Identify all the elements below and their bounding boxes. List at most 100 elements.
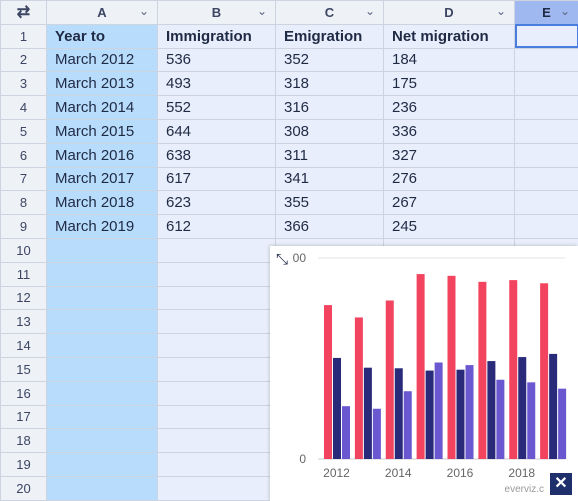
cell-a13[interactable] (46, 309, 158, 335)
cell-b3[interactable]: 493 (157, 71, 276, 97)
cell-a7[interactable]: March 2017 (46, 166, 158, 192)
cell-c1[interactable]: Emigration (275, 23, 384, 49)
cell-d5[interactable]: 336 (383, 118, 515, 144)
row-number[interactable]: 20 (0, 475, 47, 501)
row-number[interactable]: 4 (0, 95, 47, 120)
cell-a12[interactable] (46, 285, 158, 311)
row-number[interactable]: 6 (0, 142, 47, 168)
chevron-down-icon[interactable]: ⌄ (495, 4, 506, 18)
cell-a10[interactable] (46, 237, 158, 263)
cell-b8[interactable]: 623 (157, 190, 276, 216)
row-number[interactable]: 7 (0, 166, 47, 192)
cell-a8[interactable]: March 2018 (46, 190, 158, 216)
cell-d7[interactable]: 276 (383, 166, 515, 192)
cell-e7[interactable] (514, 166, 578, 192)
cell-b5[interactable]: 644 (157, 118, 276, 144)
cell-c3[interactable]: 318 (275, 71, 384, 97)
cell-e8[interactable] (514, 190, 578, 216)
cell-b2[interactable]: 536 (157, 47, 276, 73)
cell-b11[interactable] (157, 261, 276, 287)
cell-a20[interactable] (46, 475, 158, 501)
cell-b10[interactable] (157, 237, 276, 263)
cell-b12[interactable] (157, 285, 276, 311)
cell-a9[interactable]: March 2019 (46, 214, 158, 239)
cell-c7[interactable]: 341 (275, 166, 384, 192)
cell-a15[interactable] (46, 356, 158, 382)
row-number[interactable]: 2 (0, 47, 47, 73)
cell-e3[interactable] (514, 71, 578, 97)
cell-e5[interactable] (514, 118, 578, 144)
cell-c9[interactable]: 366 (275, 214, 384, 239)
cell-e2[interactable] (514, 47, 578, 73)
chart-panel[interactable]: 0 00 2012 2014 2016 2018 ⤡ everviz.c ✕ (270, 246, 578, 501)
row-number[interactable]: 17 (0, 404, 47, 430)
column-header-c[interactable]: C ⌄ (275, 0, 384, 25)
row-number[interactable]: 1 (0, 23, 47, 49)
cell-a18[interactable] (46, 428, 158, 454)
cell-c2[interactable]: 352 (275, 47, 384, 73)
cell-a17[interactable] (46, 404, 158, 430)
cell-a14[interactable] (46, 333, 158, 358)
cell-a2[interactable]: March 2012 (46, 47, 158, 73)
row-number[interactable]: 15 (0, 356, 47, 382)
column-header-b[interactable]: B ⌄ (157, 0, 276, 25)
cell-b9[interactable]: 612 (157, 214, 276, 239)
cell-b14[interactable] (157, 333, 276, 358)
row-number[interactable]: 8 (0, 190, 47, 216)
cell-c5[interactable]: 308 (275, 118, 384, 144)
column-header-d[interactable]: D ⌄ (383, 0, 515, 25)
chevron-down-icon[interactable]: ⌄ (559, 4, 570, 18)
cell-a6[interactable]: March 2016 (46, 142, 158, 168)
column-header-a[interactable]: A ⌄ (46, 0, 158, 25)
cell-b20[interactable] (157, 475, 276, 501)
cell-d4[interactable]: 236 (383, 95, 515, 120)
chevron-down-icon[interactable]: ⌄ (256, 4, 267, 18)
cell-a19[interactable] (46, 452, 158, 477)
cell-b1[interactable]: Immigration (157, 23, 276, 49)
cell-c4[interactable]: 316 (275, 95, 384, 120)
cell-b19[interactable] (157, 452, 276, 477)
expand-arrows-icon[interactable]: ⤡ (276, 251, 289, 268)
cell-e6[interactable] (514, 142, 578, 168)
cell-d1[interactable]: Net migration (383, 23, 515, 49)
row-number[interactable]: 10 (0, 237, 47, 263)
cell-b7[interactable]: 617 (157, 166, 276, 192)
row-number[interactable]: 11 (0, 261, 47, 287)
row-number[interactable]: 5 (0, 118, 47, 144)
cell-b6[interactable]: 638 (157, 142, 276, 168)
cell-a5[interactable]: March 2015 (46, 118, 158, 144)
cell-d9[interactable]: 245 (383, 214, 515, 239)
close-chart-button[interactable]: ✕ (550, 473, 572, 495)
cell-b17[interactable] (157, 404, 276, 430)
cell-e4[interactable] (514, 95, 578, 120)
cell-c8[interactable]: 355 (275, 190, 384, 216)
row-number[interactable]: 18 (0, 428, 47, 454)
row-number[interactable]: 13 (0, 309, 47, 335)
cell-b4[interactable]: 552 (157, 95, 276, 120)
cell-a1[interactable]: Year to (46, 23, 158, 49)
swap-icon[interactable]: ⇄ (0, 0, 47, 25)
row-number[interactable]: 19 (0, 452, 47, 477)
cell-e9[interactable] (514, 214, 578, 239)
cell-d6[interactable]: 327 (383, 142, 515, 168)
cell-a3[interactable]: March 2013 (46, 71, 158, 97)
cell-b18[interactable] (157, 428, 276, 454)
cell-d3[interactable]: 175 (383, 71, 515, 97)
cell-b13[interactable] (157, 309, 276, 335)
cell-b15[interactable] (157, 356, 276, 382)
cell-e1[interactable] (514, 23, 578, 49)
cell-c6[interactable]: 311 (275, 142, 384, 168)
row-number[interactable]: 14 (0, 333, 47, 358)
column-header-e[interactable]: E ⌄ (514, 0, 578, 25)
row-number[interactable]: 16 (0, 380, 47, 406)
row-number[interactable]: 3 (0, 71, 47, 97)
row-number[interactable]: 9 (0, 214, 47, 239)
cell-a4[interactable]: March 2014 (46, 95, 158, 120)
cell-d8[interactable]: 267 (383, 190, 515, 216)
cell-a16[interactable] (46, 380, 158, 406)
row-number[interactable]: 12 (0, 285, 47, 311)
cell-a11[interactable] (46, 261, 158, 287)
chevron-down-icon[interactable]: ⌄ (364, 4, 375, 18)
cell-b16[interactable] (157, 380, 276, 406)
chevron-down-icon[interactable]: ⌄ (138, 4, 149, 18)
